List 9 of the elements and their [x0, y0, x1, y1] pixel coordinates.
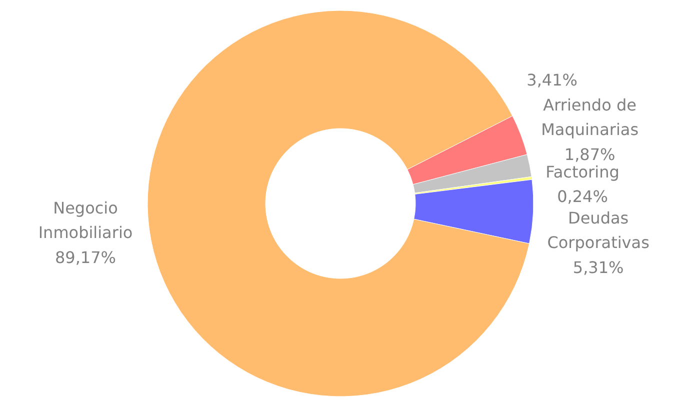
- slice-label: Factoring: [546, 162, 620, 182]
- slice-label: Arriendo de Maquinarias: [541, 95, 639, 140]
- data-label: 89,17%: [54, 248, 116, 267]
- data-label: 5,31%: [572, 258, 624, 277]
- data-label: 1,87%: [564, 144, 616, 164]
- data-label: 0,24%: [557, 187, 608, 206]
- slice-label: Negocio Inmobiliario: [38, 198, 133, 242]
- data-label: 3,41%: [526, 70, 578, 90]
- slice-label: Deudas Corporativas: [547, 208, 650, 252]
